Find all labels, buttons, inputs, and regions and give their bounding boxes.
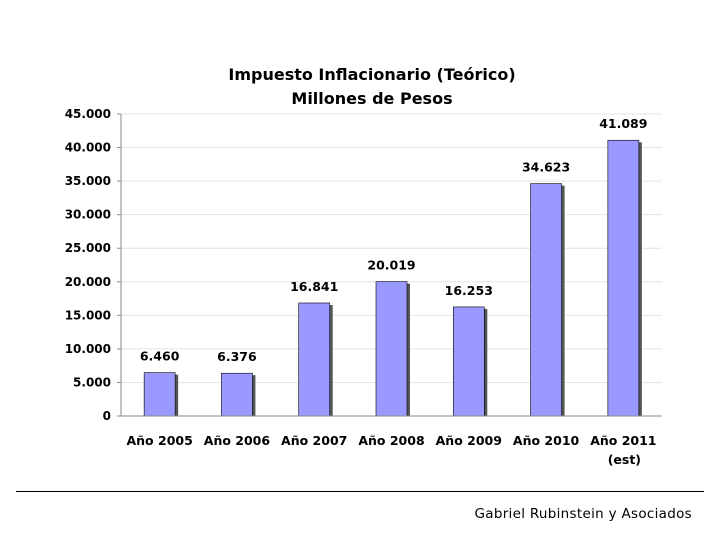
footer-divider [16, 491, 704, 492]
bar [298, 302, 331, 417]
y-tick-label: 40.000 [65, 141, 111, 155]
y-tick-label: 15.000 [65, 308, 111, 322]
y-tick-label: 35.000 [65, 174, 111, 188]
x-category-label: Año 2011 [590, 433, 656, 448]
bar [221, 372, 253, 417]
grid-lines [121, 113, 662, 383]
bar [375, 281, 408, 417]
chart-subtitle: Millones de Pesos [291, 89, 452, 108]
y-axis-ticks: 0 5.000 10.000 15.000 20.000 25.000 30.000 35.0… [65, 107, 121, 423]
category-labels: Año 2005 Año 2006 Año 2007 Año 2008 Año 2009… [126, 433, 656, 467]
bar [452, 306, 485, 417]
axes [120, 114, 662, 417]
y-tick-label: 5.000 [73, 375, 111, 389]
bars [143, 139, 642, 417]
x-category-label: Año 2006 [204, 433, 271, 448]
y-tick-label: 10.000 [65, 342, 111, 356]
x-category-label: Año 2005 [126, 433, 192, 448]
x-category-label: Año 2008 [358, 433, 424, 448]
bar-value-label: 20.019 [367, 258, 415, 273]
y-tick-label: 20.000 [65, 275, 111, 289]
x-category-label: Año 2010 [513, 433, 580, 448]
y-tick-label: 25.000 [65, 241, 111, 255]
bar [143, 372, 176, 417]
value-labels: 6.460 6.376 16.841 20.019 16.253 34.623 41.089 [140, 116, 648, 364]
bar-value-label: 41.089 [599, 116, 647, 131]
footer-credit: Gabriel Rubinstein y Asociados [474, 506, 692, 522]
bar-value-label: 6.460 [140, 349, 180, 364]
bar-value-label: 16.253 [445, 283, 493, 298]
y-tick-label: 30.000 [65, 208, 111, 222]
y-tick-label: 45.000 [65, 107, 111, 121]
x-category-sublabel: (est) [608, 452, 641, 467]
bar [607, 139, 640, 417]
y-tick-label: 0 [103, 409, 111, 423]
x-category-label: Año 2007 [281, 433, 347, 448]
bar-value-label: 16.841 [290, 279, 338, 294]
bar [530, 183, 562, 417]
bar-value-label: 6.376 [217, 349, 257, 364]
bar-value-label: 34.623 [522, 160, 570, 175]
inflation-tax-chart: Impuesto Inflacionario (Teórico) Millone… [65, 65, 662, 467]
x-category-label: Año 2009 [436, 433, 502, 448]
chart-title: Impuesto Inflacionario (Teórico) [228, 65, 515, 84]
